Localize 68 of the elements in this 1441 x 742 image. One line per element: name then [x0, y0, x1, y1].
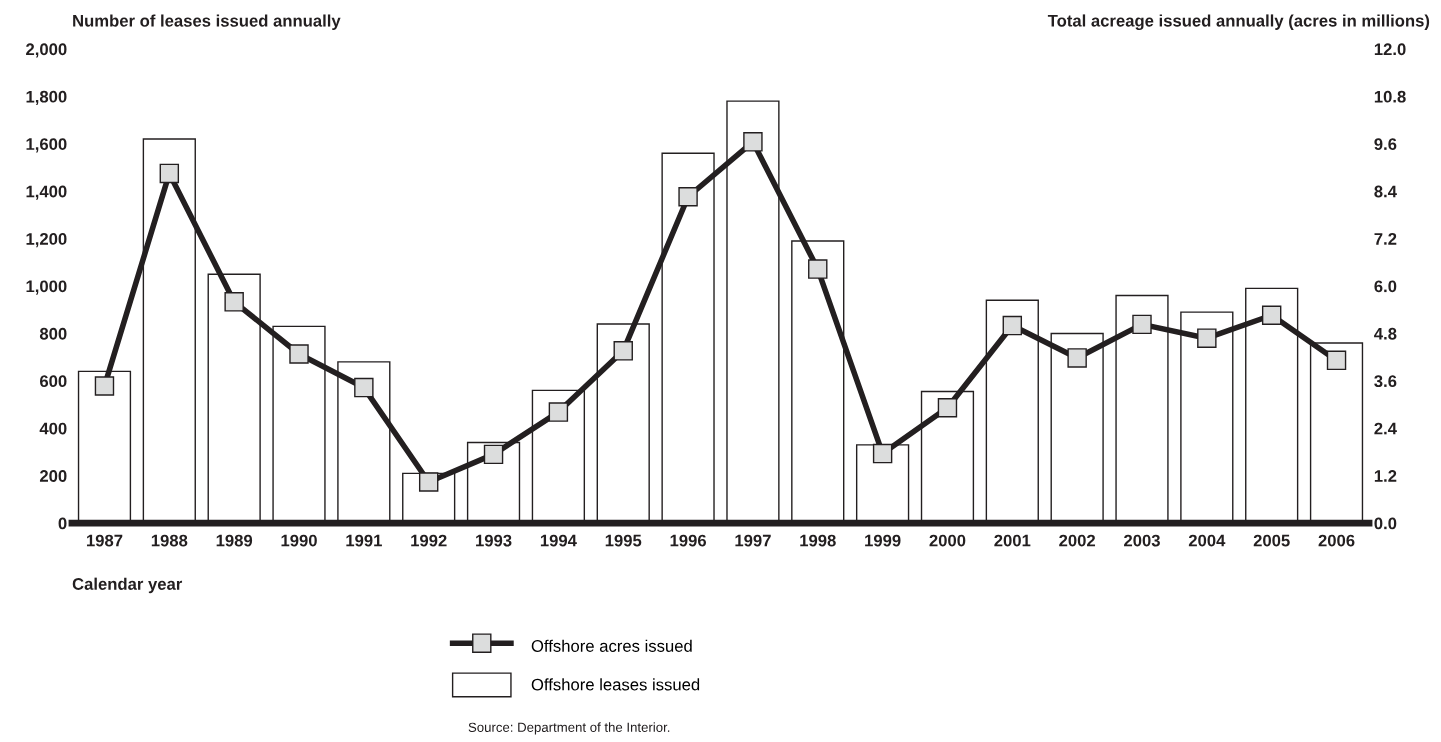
y2-tick-label: 0.0	[1374, 517, 1397, 530]
point	[613, 341, 633, 361]
source-note: Source: Department of the Interior.	[468, 722, 670, 735]
point	[808, 259, 828, 279]
x-tick-label: 1989	[216, 534, 253, 547]
point	[678, 187, 698, 207]
x-tick-label: 1999	[865, 534, 901, 547]
x-tick-label: 2004	[1188, 534, 1226, 547]
y-tick-label: 1,600	[26, 138, 67, 153]
point	[94, 376, 115, 396]
y2-tick-label: 6.0	[1374, 280, 1397, 293]
point	[548, 402, 569, 422]
x-tick-label: 1993	[476, 534, 512, 547]
point	[743, 132, 763, 152]
x-tick-label: 1998	[800, 534, 836, 547]
point	[872, 443, 893, 464]
x-tick-label: 1991	[346, 534, 382, 547]
point	[224, 292, 244, 312]
point	[1326, 350, 1347, 371]
x-tick-label: 2005	[1253, 534, 1290, 547]
y-tick-label: 400	[39, 422, 67, 435]
y-tick-label: 200	[39, 470, 67, 482]
y-tick-label: 1,000	[26, 280, 67, 295]
x-tick-label: 1987	[86, 534, 123, 547]
legend-label: Offshore leases issued	[531, 678, 700, 691]
x-tick-label: 1997	[735, 534, 771, 547]
y2-tick-label: 10.8	[1374, 90, 1406, 103]
point	[1132, 314, 1152, 335]
y-tick-label: 600	[39, 375, 67, 388]
y2-tick-label: 4.8	[1374, 327, 1397, 340]
x-tick-label: 1988	[151, 534, 188, 547]
point	[483, 444, 504, 465]
x-tick-label: 2002	[1059, 534, 1096, 547]
x-tick-label: 2006	[1318, 534, 1355, 547]
y2-tick-label: 12.0	[1374, 43, 1406, 56]
y-tick-label: 2,000	[26, 43, 67, 58]
point	[289, 344, 309, 364]
legend-label: Offshore acres issued	[531, 639, 692, 652]
x-tick-label: 2001	[994, 534, 1031, 547]
point	[1197, 328, 1217, 348]
point	[1261, 305, 1282, 326]
y2-tick-label: 3.6	[1374, 375, 1397, 388]
y-tick-label: 1,200	[26, 233, 67, 248]
point	[937, 398, 958, 418]
point	[1067, 348, 1087, 368]
y-tick-label: 1,400	[26, 185, 67, 200]
y2-tick-label: 9.6	[1374, 138, 1397, 150]
x-axis-title: Calendar year	[72, 577, 183, 594]
point	[1002, 315, 1023, 336]
x-tick-label: 1992	[411, 534, 447, 547]
x-tick-label: 1990	[281, 534, 317, 547]
x-tick-label: 2000	[929, 534, 966, 547]
point	[418, 472, 439, 492]
point	[159, 163, 180, 184]
y-tick-label: 800	[39, 327, 67, 340]
x-tick-label: 1994	[540, 534, 577, 547]
y-tick-label: 0	[58, 517, 67, 530]
x-tick-label: 1995	[605, 534, 642, 547]
y2-tick-label: 1.2	[1374, 470, 1397, 482]
y2-axis-title: Total acreage issued annually (acres in millions)	[1047, 14, 1430, 31]
y2-tick-label: 7.2	[1374, 233, 1397, 245]
x-tick-label: 1996	[670, 534, 707, 547]
x-tick-label: 2003	[1124, 534, 1160, 547]
y-tick-label: 1,800	[26, 90, 67, 106]
y2-tick-label: 2.4	[1374, 422, 1397, 435]
y-axis-title: Number of leases issued annually	[73, 14, 341, 31]
y2-tick-label: 8.4	[1374, 185, 1397, 198]
point	[354, 377, 374, 398]
